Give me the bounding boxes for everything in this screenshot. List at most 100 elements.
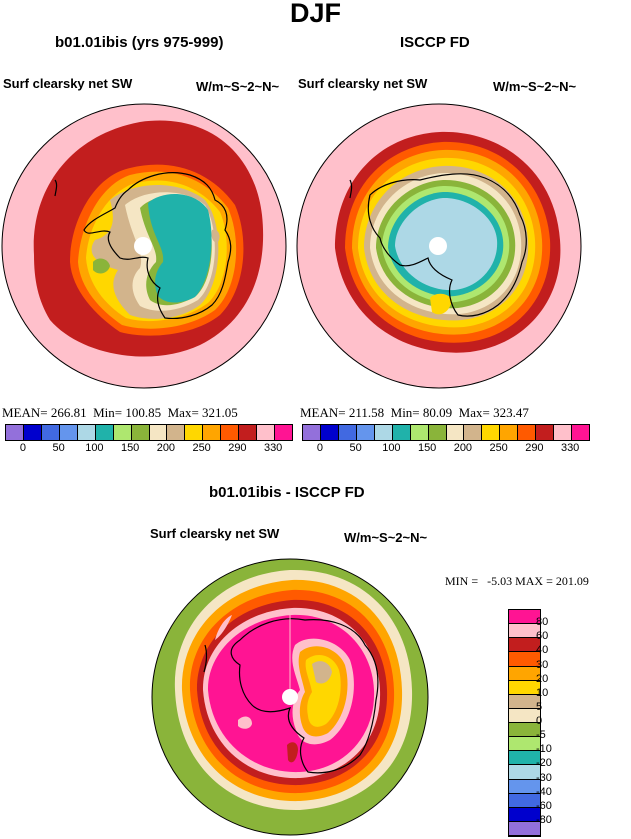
left-pole-hole [134,237,152,255]
right-colorbar-swatch [518,425,537,440]
diff-colorbar-swatch [509,680,540,695]
left-mean-label: MEAN= [2,405,48,420]
diff-colorbar-label: -60 [536,799,552,812]
diff-colorbar-swatch [509,751,540,766]
right-colorbar-tick-label: 250 [489,442,508,454]
diff-stats: MIN = -5.03 MAX = 201.09 [445,574,589,588]
right-colorbar-tick-label: 150 [417,442,437,454]
left-min-label: Min= [93,405,123,420]
left-colorbar-swatch [185,425,204,440]
left-colorbar-ticks: 0 50 100 150 200 250 290 330 [5,442,293,458]
right-min-label: Min= [390,405,420,420]
right-colorbar-swatch [392,425,411,440]
left-variable-label: Surf clearsky net SW [3,76,133,91]
left-colorbar-tick-label: 290 [228,442,247,454]
diff-colorbar-swatch [509,708,540,723]
diff-colorbar-label: 5 [536,700,543,713]
left-colorbar-swatch [77,425,96,440]
left-colorbar-swatch [131,425,150,440]
right-colorbar-swatch [410,425,429,440]
left-units-label: W/m~S~2~N~ [196,79,280,94]
left-colorbar-swatch [23,425,42,440]
left-colorbar-tick-label: 100 [85,442,104,454]
right-colorbar-swatch [374,425,393,440]
diff-colorbar-swatch [509,779,540,794]
right-panel-title: ISCCP FD [400,34,470,51]
diff-colorbar-label: 40 [536,644,549,657]
diff-colorbar-label: 60 [536,630,549,643]
left-colorbar-swatch [275,425,292,440]
left-max-value: 321.05 [202,405,238,420]
diff-panel-title: b01.01ibis - ISCCP FD [209,484,365,501]
diff-colorbar-label: 30 [536,658,549,671]
left-colorbar-swatch [59,425,78,440]
right-colorbar-swatch [356,425,375,440]
diff-colorbar-label: -20 [536,757,552,770]
right-colorbar-swatch [482,425,501,440]
left-colorbar-swatch [6,425,24,440]
left-colorbar-swatch [239,425,258,440]
right-colorbar-swatch [536,425,555,440]
left-colorbar-swatch [149,425,168,440]
diff-colorbar-swatch [509,610,540,625]
left-colorbar-tick-label: 50 [52,442,65,454]
left-colorbar-swatch [221,425,240,440]
right-colorbar-swatch [572,425,589,440]
diff-colorbar-label: -10 [536,743,552,756]
diff-colorbar-swatch [509,723,540,738]
right-variable-label: Surf clearsky net SW [298,76,428,91]
right-colorbar-ticks: 0 50 100 150 200 250 290 330 [302,442,590,458]
right-mean-value: 211.58 [348,405,385,420]
diff-colorbar-label: 0 [536,715,543,727]
left-min-value: 100.85 [125,405,162,420]
left-coastline [54,172,232,320]
left-stats: MEAN= 266.81 Min= 100.85 Max= 321.05 [2,405,238,421]
diff-colorbar-label: 10 [536,686,549,699]
diff-colorbar-swatch [509,737,540,752]
left-colorbar-tick-label: 330 [263,442,283,454]
left-colorbar [5,424,293,441]
diff-units-label: W/m~S~2~N~ [344,530,428,545]
right-colorbar-tick-label: 290 [525,442,544,454]
diff-colorbar-swatch [509,807,540,822]
diff-colorbar [508,609,541,837]
right-colorbar-swatch [303,425,321,440]
right-coastline [349,173,527,317]
right-stats: MEAN= 211.58 Min= 80.09 Max= 323.47 [300,405,529,421]
left-colorbar-swatch [167,425,186,440]
right-max-value: 323.47 [493,405,529,420]
left-colorbar-swatch [257,425,276,440]
diff-coastline [203,618,379,774]
right-mean-label: MEAN= [300,405,346,420]
left-colorbar-tick-label: 250 [192,442,211,454]
diff-colorbar-swatch [509,624,540,639]
diff-colorbar-swatch [509,652,540,667]
diff-colorbar-label: 80 [536,616,549,629]
right-colorbar [302,424,590,441]
right-colorbar-tick-label: 200 [453,442,473,454]
right-colorbar-swatch [500,425,519,440]
diff-colorbar-label: -40 [536,785,552,798]
diff-colorbar-label: -30 [536,771,552,784]
left-colorbar-swatch [203,425,222,440]
diff-colorbar-swatch [509,638,540,653]
right-colorbar-tick-label: 100 [382,442,401,454]
right-units-label: W/m~S~2~N~ [493,79,577,94]
left-colorbar-swatch [95,425,114,440]
right-colorbar-swatch [464,425,483,440]
diff-colorbar-swatch [509,793,540,808]
left-colorbar-tick-label: 150 [120,442,140,454]
right-pole-hole [429,237,447,255]
diff-colorbar-label: -80 [536,813,552,826]
right-colorbar-tick-label: 0 [316,442,323,454]
diff-colorbar-swatch [509,666,540,681]
right-min-value: 80.09 [422,405,453,420]
diff-colorbar-label: 20 [536,672,549,685]
right-colorbar-swatch [428,425,447,440]
left-panel-title: b01.01ibis (yrs 975-999) [55,34,224,51]
left-colorbar-swatch [41,425,60,440]
diff-colorbar-swatch [509,765,540,780]
